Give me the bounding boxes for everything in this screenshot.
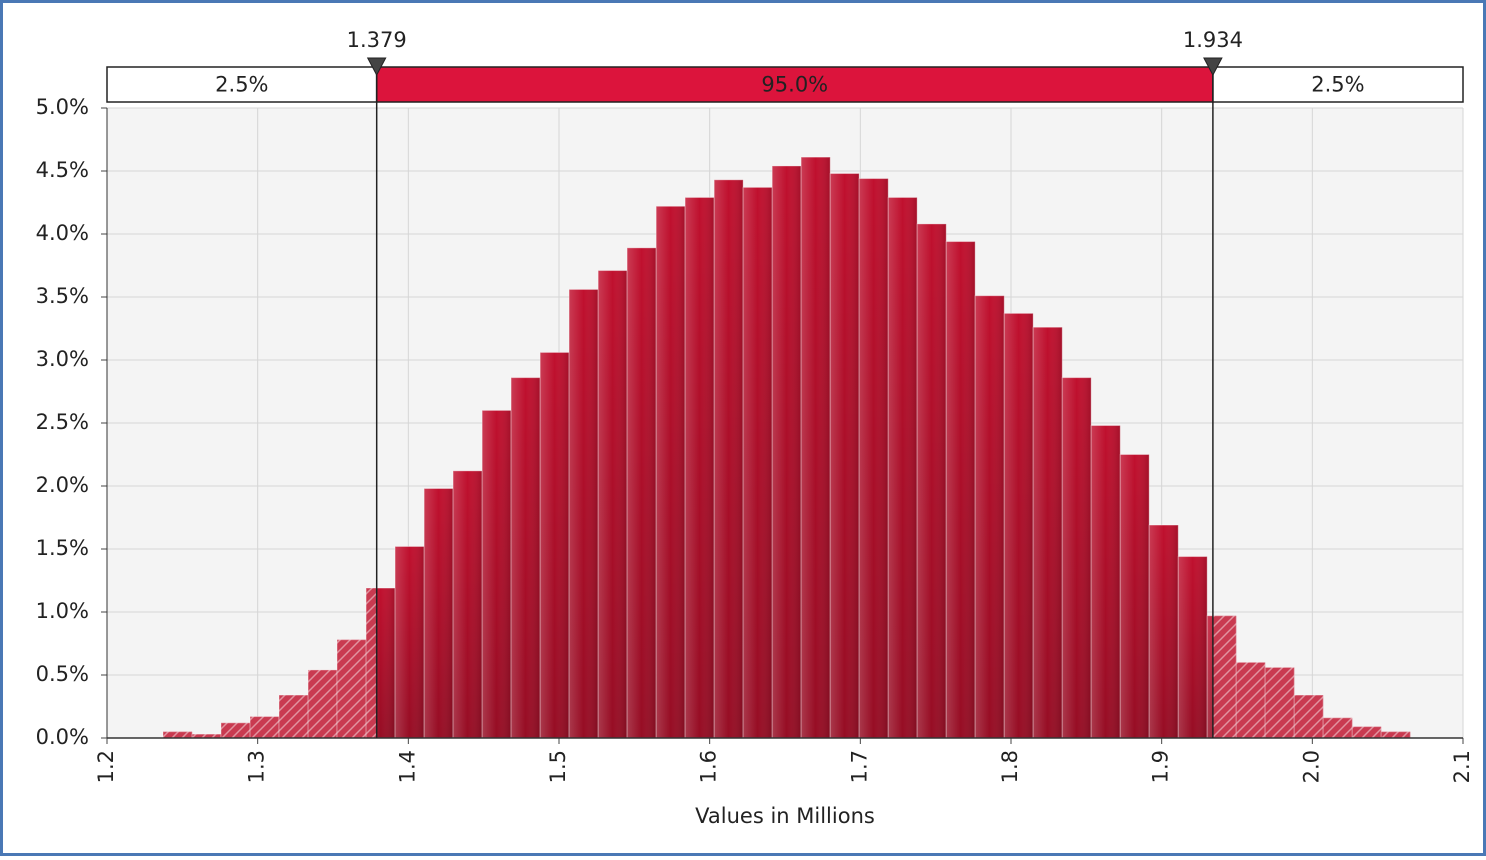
- bar-shade: [1120, 454, 1150, 738]
- bar-shade: [1062, 377, 1092, 738]
- bar-shade: [656, 206, 686, 738]
- region-label: 2.5%: [215, 73, 268, 97]
- bar-tail: [337, 639, 367, 738]
- y-tick-label: 1.5%: [36, 536, 89, 560]
- bar-shade: [482, 410, 512, 738]
- bar-shade: [1178, 556, 1208, 738]
- bar-tail: [308, 669, 338, 738]
- bar-shade: [859, 178, 889, 738]
- delimiter-label: 1.934: [1183, 28, 1243, 52]
- y-tick-label: 4.0%: [36, 221, 89, 245]
- bar-tail: [366, 588, 377, 738]
- bar-shade: [1004, 313, 1034, 738]
- x-tick-label: 1.8: [998, 750, 1022, 783]
- bar-tail: [163, 731, 193, 738]
- bar-shade: [714, 179, 744, 738]
- bar-tail: [1212, 615, 1237, 738]
- bar-tail: [1352, 726, 1382, 738]
- bar-shade: [888, 197, 918, 738]
- bar-shade: [540, 352, 570, 738]
- y-tick-label: 0.5%: [36, 662, 89, 686]
- y-tick-label: 5.0%: [36, 95, 89, 119]
- bar-tail: [1323, 717, 1353, 738]
- bar-shade: [1149, 525, 1179, 738]
- bar-tail: [1236, 662, 1266, 738]
- region-band: [1212, 66, 1464, 103]
- bar-shade: [946, 241, 976, 738]
- bar-tail: [221, 722, 251, 738]
- bar-shade: [511, 377, 541, 738]
- y-tick-label: 3.0%: [36, 347, 89, 371]
- bar-shade: [569, 289, 599, 738]
- bar-shade: [627, 247, 657, 739]
- y-tick-label: 0.0%: [36, 725, 89, 749]
- bar-shade: [975, 295, 1005, 738]
- bar-shade: [598, 270, 628, 738]
- bar-shade: [772, 165, 802, 738]
- x-tick-label: 1.9: [1149, 750, 1173, 783]
- bar-shade: [424, 488, 454, 738]
- bar-shade: [917, 223, 947, 739]
- bar-shade: [1033, 327, 1063, 738]
- bar-shade: [453, 470, 483, 738]
- y-tick-label: 1.0%: [36, 599, 89, 623]
- bar-shade: [830, 173, 860, 738]
- bar-tail: [1381, 731, 1411, 738]
- bar-shade: [395, 546, 425, 738]
- region-label: 2.5%: [1311, 73, 1364, 97]
- y-tick-label: 3.5%: [36, 284, 89, 308]
- x-tick-label: 1.3: [245, 750, 269, 783]
- x-tick-label: 1.2: [94, 750, 118, 783]
- bar-shade: [743, 187, 773, 738]
- delimiter-marker: [1203, 57, 1223, 77]
- x-tick-label: 2.0: [1299, 750, 1323, 783]
- bar-shade: [1091, 425, 1121, 738]
- x-tick-label: 1.7: [847, 750, 871, 783]
- x-axis-title: Values in Millions: [695, 804, 875, 828]
- bar-tail: [279, 695, 309, 738]
- delimiter-label: 1.379: [347, 28, 407, 52]
- bar-tail: [1294, 695, 1324, 738]
- bar-tail: [250, 716, 280, 738]
- y-tick-label: 4.5%: [36, 158, 89, 182]
- y-tick-label: 2.5%: [36, 410, 89, 434]
- bar-shade: [801, 157, 831, 738]
- bar-tail: [1265, 667, 1295, 738]
- x-tick-label: 1.5: [546, 750, 570, 783]
- y-tick-label: 2.0%: [36, 473, 89, 497]
- x-tick-label: 2.1: [1450, 750, 1474, 783]
- bar-shade: [685, 197, 715, 738]
- region-label: 95.0%: [761, 73, 828, 97]
- x-tick-label: 1.4: [395, 750, 419, 783]
- delimiter-marker: [366, 57, 387, 77]
- x-tick-label: 1.6: [697, 750, 721, 783]
- bar-tail: [192, 734, 222, 738]
- region-band: [106, 66, 378, 103]
